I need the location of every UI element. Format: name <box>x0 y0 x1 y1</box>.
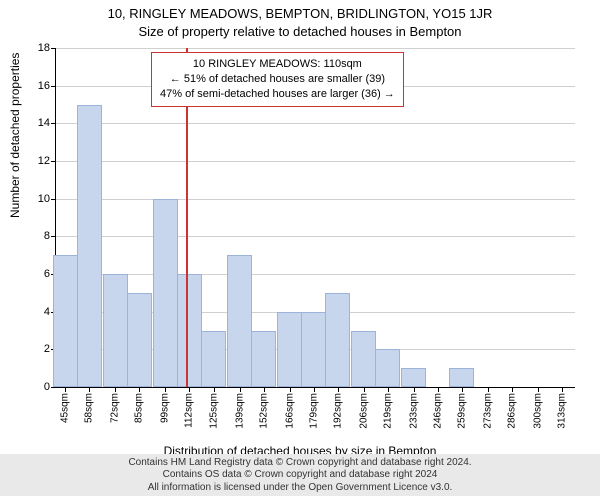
histogram-bar <box>301 312 326 387</box>
gridline <box>56 274 575 275</box>
xtick-label: 166sqm <box>284 393 295 429</box>
xtick-mark <box>414 387 415 392</box>
footer: Contains HM Land Registry data © Crown c… <box>0 454 600 497</box>
gridline <box>56 199 575 200</box>
xtick-mark <box>314 387 315 392</box>
xtick-label: 152sqm <box>258 393 269 429</box>
xtick-label: 99sqm <box>160 393 171 423</box>
ytick-label: 8 <box>44 230 50 242</box>
histogram-bar <box>251 331 276 388</box>
footer-line-1: Contains HM Land Registry data © Crown c… <box>0 457 600 470</box>
xtick-label: 313sqm <box>557 393 568 429</box>
histogram-bar <box>53 255 78 387</box>
ytick-label: 2 <box>44 343 50 355</box>
xtick-mark <box>240 387 241 392</box>
ytick-mark <box>51 161 56 162</box>
ytick-label: 16 <box>38 80 50 92</box>
xtick-label: 300sqm <box>532 393 543 429</box>
gridline <box>56 161 575 162</box>
xtick-mark <box>338 387 339 392</box>
xtick-mark <box>364 387 365 392</box>
xtick-label: 246sqm <box>432 393 443 429</box>
xtick-label: 72sqm <box>110 393 121 423</box>
histogram-bar <box>177 274 202 387</box>
ytick-label: 10 <box>38 193 50 205</box>
gridline <box>56 48 575 49</box>
xtick-label: 273sqm <box>482 393 493 429</box>
footer-line-3: All information is licensed under the Op… <box>0 482 600 495</box>
histogram-bar <box>127 293 152 387</box>
xtick-label: 179sqm <box>308 393 319 429</box>
xtick-mark <box>538 387 539 392</box>
footer-line-2: Contains OS data © Crown copyright and d… <box>0 469 600 482</box>
ytick-label: 12 <box>38 155 50 167</box>
xtick-label: 286sqm <box>506 393 517 429</box>
ytick-mark <box>51 86 56 87</box>
xtick-mark <box>189 387 190 392</box>
xtick-mark <box>165 387 166 392</box>
xtick-mark <box>438 387 439 392</box>
gridline <box>56 236 575 237</box>
histogram-bar <box>201 331 226 388</box>
ytick-label: 4 <box>44 306 50 318</box>
xtick-label: 233sqm <box>408 393 419 429</box>
xtick-mark <box>214 387 215 392</box>
xtick-mark <box>65 387 66 392</box>
xtick-label: 192sqm <box>332 393 343 429</box>
histogram-bar <box>103 274 128 387</box>
xtick-mark <box>264 387 265 392</box>
info-box: 10 RINGLEY MEADOWS: 110sqm ← 51% of deta… <box>151 52 404 107</box>
histogram-bar <box>227 255 252 387</box>
xtick-mark <box>388 387 389 392</box>
info-line-2: ← 51% of detached houses are smaller (39… <box>160 72 395 87</box>
xtick-label: 259sqm <box>456 393 467 429</box>
histogram-bar <box>375 349 400 387</box>
xtick-mark <box>462 387 463 392</box>
xtick-mark <box>139 387 140 392</box>
xtick-label: 58sqm <box>84 393 95 423</box>
xtick-mark <box>89 387 90 392</box>
histogram-bar <box>153 199 178 387</box>
ytick-mark <box>51 387 56 388</box>
xtick-mark <box>115 387 116 392</box>
xtick-label: 206sqm <box>358 393 369 429</box>
info-line-3: 47% of semi-detached houses are larger (… <box>160 87 395 102</box>
histogram-bar <box>325 293 350 387</box>
histogram-bar <box>351 331 376 388</box>
ytick-mark <box>51 48 56 49</box>
plot-area: 02468101214161845sqm58sqm72sqm85sqm99sqm… <box>55 48 575 388</box>
histogram-bar <box>449 368 474 387</box>
xtick-label: 219sqm <box>382 393 393 429</box>
xtick-mark <box>512 387 513 392</box>
ytick-label: 6 <box>44 268 50 280</box>
ytick-label: 14 <box>38 117 50 129</box>
title-line-2: Size of property relative to detached ho… <box>0 24 600 39</box>
xtick-mark <box>488 387 489 392</box>
ytick-label: 18 <box>38 42 50 54</box>
title-line-1: 10, RINGLEY MEADOWS, BEMPTON, BRIDLINGTO… <box>0 6 600 21</box>
histogram-bar <box>277 312 302 387</box>
gridline <box>56 123 575 124</box>
xtick-mark <box>290 387 291 392</box>
y-axis-label: Number of detached properties <box>8 53 22 218</box>
info-line-1: 10 RINGLEY MEADOWS: 110sqm <box>160 57 395 72</box>
ytick-mark <box>51 123 56 124</box>
histogram-bar <box>401 368 426 387</box>
xtick-mark <box>562 387 563 392</box>
ytick-label: 0 <box>44 381 50 393</box>
xtick-label: 85sqm <box>134 393 145 423</box>
xtick-label: 112sqm <box>184 393 195 428</box>
xtick-label: 139sqm <box>234 393 245 429</box>
ytick-mark <box>51 236 56 237</box>
xtick-label: 45sqm <box>60 393 71 423</box>
histogram-bar <box>77 105 102 388</box>
xtick-label: 125sqm <box>208 393 219 429</box>
chart-container: 10, RINGLEY MEADOWS, BEMPTON, BRIDLINGTO… <box>0 0 600 500</box>
ytick-mark <box>51 199 56 200</box>
